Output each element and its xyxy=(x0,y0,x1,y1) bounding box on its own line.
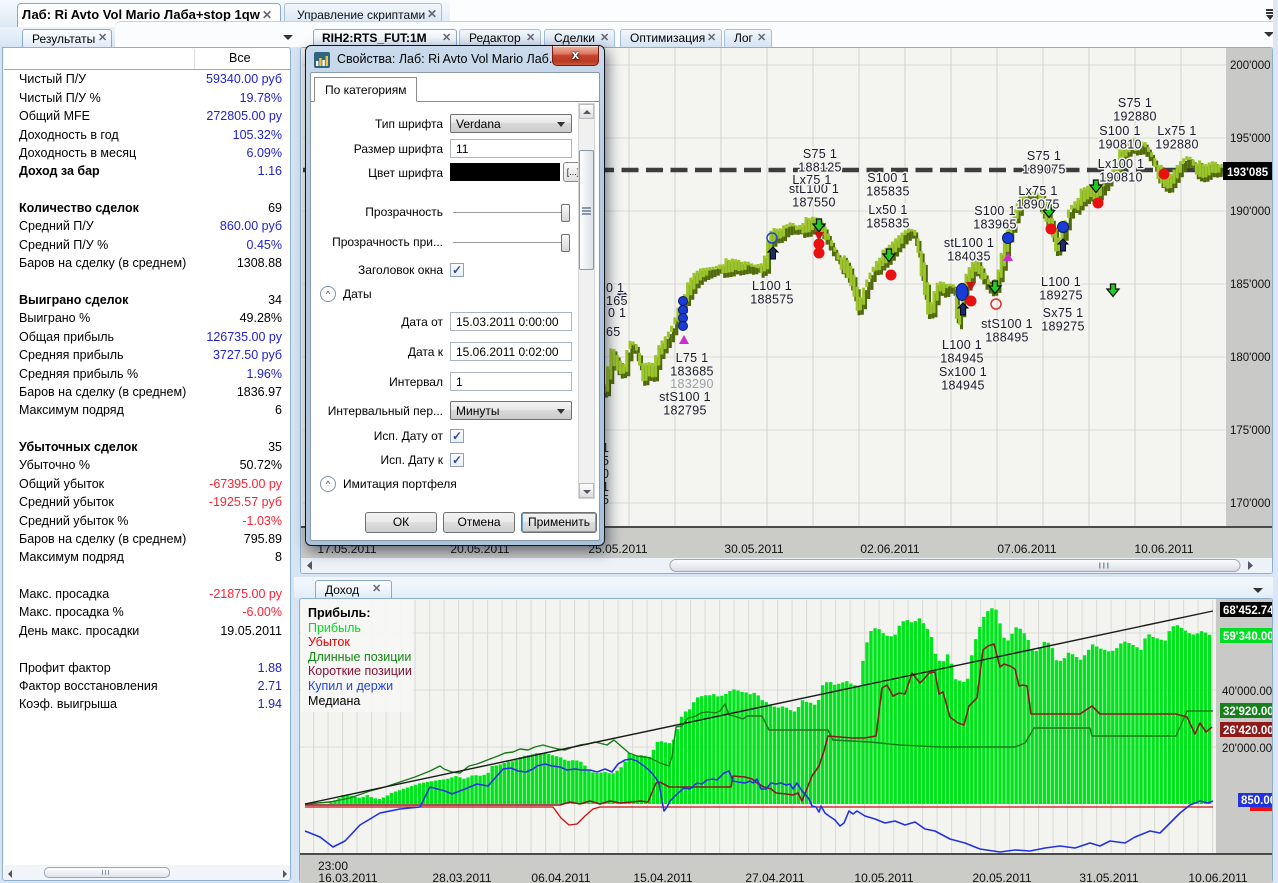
svg-text:07.06.2011: 07.06.2011 xyxy=(997,542,1056,556)
svg-text:Прибыль: Прибыль xyxy=(308,621,361,635)
svg-text:Lx50 1: Lx50 1 xyxy=(868,203,907,217)
svg-text:L100 1: L100 1 xyxy=(942,338,982,352)
svg-text:195'000: 195'000 xyxy=(1230,133,1271,145)
svg-text:184945: 184945 xyxy=(941,379,985,393)
svg-text:Купил и держи: Купил и держи xyxy=(308,679,393,693)
svg-text:190'000: 190'000 xyxy=(1230,206,1271,218)
svg-text:187550: 187550 xyxy=(792,196,836,210)
svg-text:165: 165 xyxy=(606,294,628,308)
svg-text:189075: 189075 xyxy=(1022,163,1066,177)
svg-text:Sx75 1: Sx75 1 xyxy=(1043,306,1084,320)
svg-text:Lx100 1: Lx100 1 xyxy=(1098,157,1145,171)
svg-text:15.04.2011: 15.04.2011 xyxy=(633,871,692,883)
svg-text:10.06.2011: 10.06.2011 xyxy=(1134,542,1193,556)
svg-text:185'000: 185'000 xyxy=(1230,279,1271,291)
svg-text:20'000.00: 20'000.00 xyxy=(1222,743,1272,755)
svg-text:S100 1: S100 1 xyxy=(867,171,908,185)
svg-text:5: 5 xyxy=(602,454,609,468)
svg-text:27.04.2011: 27.04.2011 xyxy=(745,871,804,883)
svg-text:Sx100 1: Sx100 1 xyxy=(939,365,987,379)
svg-text:200'000: 200'000 xyxy=(1230,60,1271,72)
svg-text:170'000: 170'000 xyxy=(1230,498,1271,510)
svg-text:L100 1: L100 1 xyxy=(752,279,792,293)
svg-text:stS100 1: stS100 1 xyxy=(981,317,1033,331)
svg-text:16.03.2011: 16.03.2011 xyxy=(318,871,377,883)
svg-text:184035: 184035 xyxy=(947,250,991,264)
svg-text:850.00: 850.00 xyxy=(1241,795,1272,807)
svg-text:30.05.2011: 30.05.2011 xyxy=(724,542,783,556)
svg-text:S75 1: S75 1 xyxy=(803,147,837,161)
svg-text:189275: 189275 xyxy=(1039,289,1083,303)
svg-text:190810: 190810 xyxy=(1099,171,1143,185)
svg-text:Lx75 1: Lx75 1 xyxy=(1157,124,1196,138)
svg-text:175'000: 175'000 xyxy=(1230,425,1271,437)
svg-text:188125: 188125 xyxy=(798,161,842,175)
svg-text:189275: 189275 xyxy=(1041,320,1085,334)
svg-text:26'420.00: 26'420.00 xyxy=(1223,725,1272,737)
svg-text:10.05.2011: 10.05.2011 xyxy=(854,871,913,883)
svg-text:28.03.2011: 28.03.2011 xyxy=(432,871,491,883)
svg-text:184945: 184945 xyxy=(940,352,984,366)
svg-text:stL100 1: stL100 1 xyxy=(944,236,994,250)
svg-text:183290: 183290 xyxy=(670,377,714,391)
svg-text:Lx75 1: Lx75 1 xyxy=(792,173,831,187)
svg-text:23:00: 23:00 xyxy=(318,859,348,873)
svg-text:0 1: 0 1 xyxy=(608,306,626,320)
svg-text:Убыток: Убыток xyxy=(308,635,350,649)
svg-text:31.05.2011: 31.05.2011 xyxy=(1079,871,1138,883)
svg-text:25.05.2011: 25.05.2011 xyxy=(588,542,647,556)
svg-text:0 1: 0 1 xyxy=(606,281,624,295)
svg-text:190810: 190810 xyxy=(1098,138,1142,152)
svg-text:S75 1: S75 1 xyxy=(1118,96,1152,110)
svg-text:S100 1: S100 1 xyxy=(1099,124,1140,138)
svg-text:06.04.2011: 06.04.2011 xyxy=(531,871,590,883)
svg-text:188575: 188575 xyxy=(750,293,794,307)
svg-text:S75 1: S75 1 xyxy=(1027,149,1061,163)
svg-text:40'000.00: 40'000.00 xyxy=(1222,686,1272,698)
svg-text:02.06.2011: 02.06.2011 xyxy=(860,542,919,556)
svg-text:32'920.00: 32'920.00 xyxy=(1223,706,1272,718)
svg-text:192880: 192880 xyxy=(1113,110,1157,124)
svg-text:180'000: 180'000 xyxy=(1230,352,1271,364)
svg-text:188495: 188495 xyxy=(985,331,1029,345)
svg-text:Длинные позиции: Длинные позиции xyxy=(308,650,411,664)
svg-text:L75 1: L75 1 xyxy=(676,351,709,365)
svg-text:193'085: 193'085 xyxy=(1227,167,1269,179)
svg-text:5: 5 xyxy=(602,493,609,507)
svg-text:S100 1: S100 1 xyxy=(974,204,1015,218)
svg-text:0: 0 xyxy=(602,467,609,481)
svg-text:183965: 183965 xyxy=(973,218,1017,232)
svg-text:Короткие позиции: Короткие позиции xyxy=(308,664,412,678)
svg-text:stS100 1: stS100 1 xyxy=(659,390,711,404)
svg-text:10.06.2011: 10.06.2011 xyxy=(1188,871,1247,883)
svg-text:Lx75 1: Lx75 1 xyxy=(1018,184,1057,198)
svg-text:192880: 192880 xyxy=(1155,138,1199,152)
svg-text:185835: 185835 xyxy=(866,217,910,231)
svg-text:68'452.74: 68'452.74 xyxy=(1223,605,1272,617)
svg-text:1: 1 xyxy=(602,480,609,494)
svg-text:183685: 183685 xyxy=(670,365,714,379)
svg-text:185835: 185835 xyxy=(866,185,910,199)
svg-text:20.05.2011: 20.05.2011 xyxy=(972,871,1031,883)
svg-text:L100 1: L100 1 xyxy=(1041,275,1081,289)
svg-text:1: 1 xyxy=(602,441,609,455)
svg-text:59'340.00: 59'340.00 xyxy=(1223,631,1272,643)
svg-text:65: 65 xyxy=(606,325,621,339)
svg-text:189075: 189075 xyxy=(1016,198,1060,212)
svg-text:Прибыль:: Прибыль: xyxy=(308,606,371,620)
svg-text:stL100 1: stL100 1 xyxy=(789,182,839,196)
svg-text:182795: 182795 xyxy=(663,404,707,418)
svg-text:Медиана: Медиана xyxy=(308,694,360,708)
